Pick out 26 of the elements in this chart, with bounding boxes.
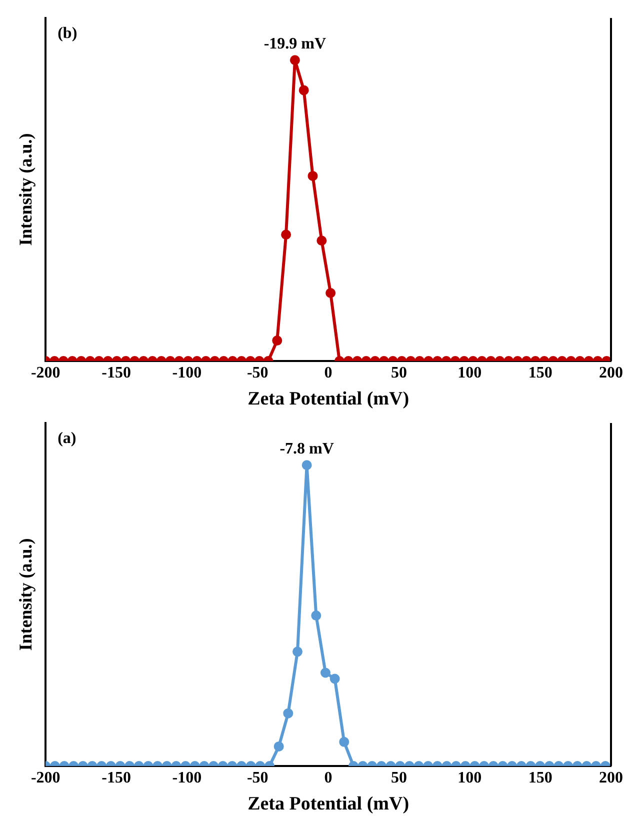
x-tick-label: 0 [324,364,332,382]
x-tick-label: 100 [458,770,482,787]
x-tick-label: 200 [599,364,623,382]
x-tick-label: 150 [528,770,552,787]
x-tick-label: 100 [458,364,482,382]
x-tick-label: 200 [599,770,623,787]
y-axis-title: Intensity (a.u.) [15,133,36,246]
x-tick-label: -50 [246,770,268,787]
x-tick-label: -150 [102,364,131,382]
x-tick-label: -150 [102,770,131,787]
x-tick-label: 50 [390,364,407,382]
x-tick-label: -200 [30,770,60,787]
x-tick-label: -100 [172,770,202,787]
x-tick-label: -100 [172,364,202,382]
x-tick-label: -50 [246,364,268,382]
x-tick-label: -200 [30,364,60,382]
x-axis-title: Zeta Potential (mV) [248,794,410,815]
x-tick-label: 0 [324,770,332,787]
text: (a) [58,430,76,448]
x-tick-label: 50 [390,770,407,787]
annotation: -19.9 mV [264,35,326,52]
x-axis-title: Zeta Potential (mV) [248,388,410,410]
y-axis-title: Intensity (a.u.) [15,538,36,651]
text: (b) [58,25,78,42]
annotation: -7.8 mV [280,440,334,458]
x-tick-label: 150 [528,364,552,382]
